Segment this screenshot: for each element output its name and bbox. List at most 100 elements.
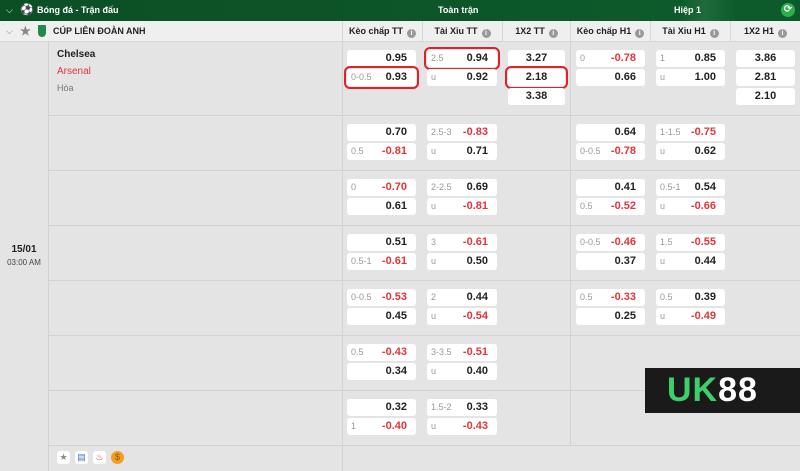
odds-button-kc-h1[interactable]: 0.5 -0.52	[576, 198, 645, 215]
column-header-label: Kèo chấp TT	[348, 26, 403, 36]
divider	[48, 42, 49, 471]
league-chevron-icon[interactable]: ⌵	[6, 26, 13, 36]
odds-button-tx-tt[interactable]: u -0.54	[427, 308, 497, 325]
odds-value: 0.44	[466, 291, 488, 303]
column-header-label: 1X2 H1	[743, 26, 775, 36]
odds-value: 3.38	[525, 90, 548, 102]
odds-value: 0.94	[466, 52, 488, 64]
odds-button-kc-tt[interactable]: 0.95	[347, 50, 416, 67]
odds-button-tx-h1[interactable]: u 0.44	[656, 253, 725, 270]
handicap-line: 0-0.5	[351, 292, 372, 302]
column-header: 1X2 H1 i	[730, 21, 800, 42]
odds-button-kc-tt[interactable]: 0.45	[347, 308, 416, 325]
odds-button-kc-tt[interactable]: 0.5 -0.43	[347, 344, 416, 361]
odds-button-x12-tt[interactable]: 2.18	[505, 66, 568, 89]
odds-button-kc-tt[interactable]: 0.51	[347, 234, 416, 251]
odds-button-tx-tt[interactable]: u -0.43	[427, 418, 497, 435]
odds-button-kc-h1[interactable]: 0.41	[576, 179, 645, 196]
odds-value: -0.66	[690, 200, 716, 212]
odds-button-tx-tt[interactable]: 3-3.5 -0.51	[427, 344, 497, 361]
info-icon[interactable]: i	[407, 29, 416, 38]
odds-button-x12-tt[interactable]: 3.27	[508, 50, 565, 67]
handicap-line: 0	[580, 53, 586, 63]
favorite-star-icon[interactable]: ★	[20, 24, 31, 38]
info-icon[interactable]: i	[481, 29, 491, 38]
odds-button-kc-h1[interactable]: 0 -0.78	[576, 50, 645, 67]
away-team: Arsenal	[57, 66, 91, 77]
handicap-line: 0.5-1	[351, 256, 372, 266]
odds-button-kc-tt[interactable]: 0.70	[347, 124, 416, 141]
odds-button-kc-tt[interactable]: 0.5 -0.81	[347, 143, 416, 160]
odds-button-tx-h1[interactable]: u 1.00	[656, 69, 725, 86]
handicap-line: u	[660, 201, 666, 211]
odds-value: 0.33	[466, 401, 488, 413]
collapse-chevron-icon[interactable]: ⌵	[6, 5, 13, 15]
odds-button-kc-tt[interactable]: 0.34	[347, 363, 416, 380]
odds-button-x12-h1[interactable]: 2.81	[736, 69, 795, 86]
odds-button-x12-tt[interactable]: 3.38	[508, 88, 565, 105]
odds-value: 0.95	[385, 52, 407, 64]
divider	[570, 42, 571, 445]
odds-button-kc-tt[interactable]: 0.32	[347, 399, 416, 416]
handicap-line: 0-0.5	[351, 72, 372, 82]
odds-button-tx-tt[interactable]: u -0.81	[427, 198, 497, 215]
odds-button-kc-h1[interactable]: 0.25	[576, 308, 645, 325]
odds-value: -0.78	[610, 145, 636, 157]
odds-button-kc-tt[interactable]: 0.61	[347, 198, 416, 215]
odds-button-kc-h1[interactable]: 0-0.5 -0.46	[576, 234, 645, 251]
odds-button-kc-h1[interactable]: 0.5 -0.33	[576, 289, 645, 306]
odds-button-kc-tt[interactable]: 0 -0.70	[347, 179, 416, 196]
odds-button-kc-tt[interactable]: 1 -0.40	[347, 418, 416, 435]
odds-button-kc-tt[interactable]: 0.5-1 -0.61	[347, 253, 416, 270]
odds-button-kc-h1[interactable]: 0.37	[576, 253, 645, 270]
odds-button-tx-h1[interactable]: u -0.49	[656, 308, 725, 325]
odds-value: 0.51	[385, 236, 407, 248]
handicap-line: 1-1.5	[660, 127, 681, 137]
odds-button-tx-h1[interactable]: 1-1.5 -0.75	[656, 124, 725, 141]
odds-button-kc-tt[interactable]: 0-0.5 -0.53	[347, 289, 416, 306]
odds-button-tx-tt[interactable]: u 0.71	[427, 143, 497, 160]
odds-button-tx-tt[interactable]: 1.5-2 0.33	[427, 399, 497, 416]
divider	[342, 42, 343, 471]
odds-button-tx-h1[interactable]: 0.5 0.39	[656, 289, 725, 306]
odds-button-tx-tt[interactable]: u 0.40	[427, 363, 497, 380]
odds-button-tx-tt[interactable]: 2.5-3 -0.83	[427, 124, 497, 141]
handicap-line: 3-3.5	[431, 347, 452, 357]
odds-button-tx-tt[interactable]: 2-2.5 0.69	[427, 179, 497, 196]
refresh-icon[interactable]: ⟳	[781, 3, 795, 17]
odds-button-kc-h1[interactable]: 0.66	[576, 69, 645, 86]
odds-button-tx-tt[interactable]: 2 0.44	[427, 289, 497, 306]
odds-value: 1.00	[694, 71, 716, 83]
uk88-watermark-logo: UK88	[645, 368, 800, 413]
odds-button-tx-tt[interactable]: u 0.50	[427, 253, 497, 270]
odds-value: 0.54	[694, 181, 716, 193]
odds-button-tx-h1[interactable]: u 0.62	[656, 143, 725, 160]
info-icon[interactable]: i	[709, 29, 719, 38]
odds-button-tx-h1[interactable]: 0.5-1 0.54	[656, 179, 725, 196]
league-name[interactable]: CÚP LIÊN ĐOÀN ANH	[53, 26, 146, 36]
odds-button-tx-tt[interactable]: 2.5 0.94	[424, 47, 500, 70]
odds-button-x12-h1[interactable]: 2.10	[736, 88, 795, 105]
database-icon[interactable]: ▤	[75, 451, 88, 464]
handicap-line: 0-0.5	[580, 237, 601, 247]
odds-button-kc-h1[interactable]: 0-0.5 -0.78	[576, 143, 645, 160]
odds-button-tx-h1[interactable]: 1 0.85	[656, 50, 725, 67]
fire-icon[interactable]: ♨	[93, 451, 106, 464]
star-icon[interactable]: ★	[57, 451, 70, 464]
info-icon[interactable]: i	[548, 29, 558, 38]
odds-value: 0.44	[694, 255, 716, 267]
odds-button-x12-h1[interactable]: 3.86	[736, 50, 795, 67]
odds-button-kc-tt[interactable]: 0-0.5 0.93	[344, 66, 419, 89]
coin-icon[interactable]: $	[111, 451, 124, 464]
handicap-line: 2.5-3	[431, 127, 452, 137]
odds-button-tx-tt[interactable]: u 0.92	[427, 69, 497, 86]
odds-button-kc-h1[interactable]: 0.64	[576, 124, 645, 141]
odds-value: 0.92	[466, 71, 488, 83]
odds-button-tx-h1[interactable]: 1.5 -0.55	[656, 234, 725, 251]
odds-button-tx-tt[interactable]: 3 -0.61	[427, 234, 497, 251]
handicap-line: 0.5	[660, 292, 673, 302]
info-icon[interactable]: i	[635, 29, 645, 38]
odds-button-tx-h1[interactable]: u -0.66	[656, 198, 725, 215]
handicap-line: u	[660, 256, 666, 266]
info-icon[interactable]: i	[778, 29, 788, 38]
